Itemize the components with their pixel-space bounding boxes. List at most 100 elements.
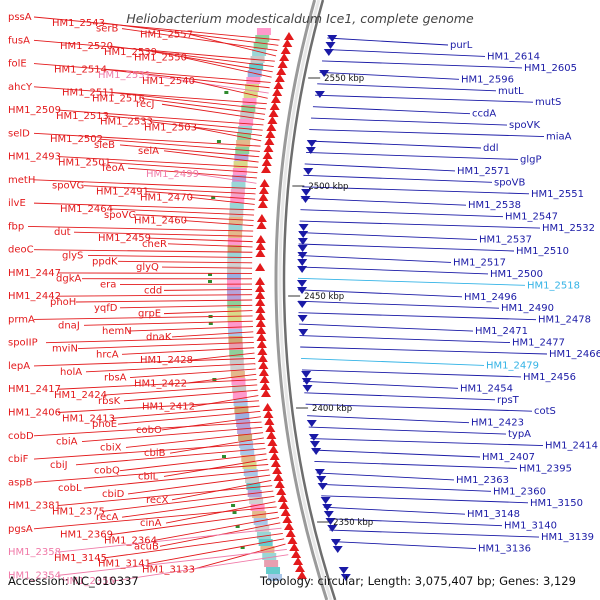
gene-label[interactable]: HM1_2510: [516, 246, 569, 257]
gene-label[interactable]: HM1_2424: [54, 390, 107, 401]
gene-label[interactable]: HM1_2417: [8, 384, 61, 395]
gene-label[interactable]: HM1_2490: [501, 303, 554, 314]
gene-label[interactable]: HM1_2596: [461, 74, 514, 85]
gene-label[interactable]: HM1_2518: [527, 280, 580, 291]
gene-label[interactable]: hrcA: [96, 349, 119, 360]
gene-label[interactable]: HM1_2423: [471, 418, 524, 429]
gene-label[interactable]: cheR: [142, 239, 167, 250]
gene-label[interactable]: rbsK: [98, 396, 121, 407]
gene-label[interactable]: HM1_2381: [8, 501, 61, 512]
gene-label[interactable]: HM1_2540: [142, 76, 195, 87]
gene-label[interactable]: HM1_3141: [98, 559, 151, 570]
gene-label[interactable]: HM1_2503: [144, 123, 197, 134]
gene-label[interactable]: HM1_2547: [505, 212, 558, 223]
gene-label[interactable]: mutL: [498, 86, 524, 97]
gene-label[interactable]: fusA: [8, 35, 30, 46]
gene-label[interactable]: HM1_2407: [482, 452, 535, 463]
gene-label[interactable]: ilvE: [8, 198, 26, 209]
gene-label[interactable]: typA: [508, 429, 531, 440]
gene-label[interactable]: HM1_2543: [52, 18, 105, 29]
gene-label[interactable]: folE: [8, 59, 27, 70]
gene-label[interactable]: HM1_2502: [50, 134, 103, 145]
gene-label[interactable]: metH: [8, 175, 35, 186]
gene-label[interactable]: deoC: [8, 245, 34, 256]
gene-label[interactable]: HM1_2511: [62, 88, 115, 99]
gene-label[interactable]: spoVB: [494, 177, 526, 188]
gene-label[interactable]: mutS: [535, 97, 561, 108]
gene-label[interactable]: cdd: [144, 285, 162, 296]
gene-label[interactable]: purL: [450, 40, 473, 51]
gene-label[interactable]: fbp: [8, 221, 24, 232]
gene-label[interactable]: cbiF: [8, 454, 29, 465]
gene-label[interactable]: HM1_2454: [460, 383, 513, 394]
gene-label[interactable]: dut: [54, 227, 71, 238]
gene-label[interactable]: cbiL: [138, 471, 159, 482]
gene-label[interactable]: HM1_3140: [504, 521, 557, 532]
gene-label[interactable]: HM1_2513: [56, 111, 109, 122]
gene-label[interactable]: sleB: [94, 140, 115, 151]
gene-label[interactable]: cbiD: [102, 489, 125, 500]
gene-label[interactable]: HM1_2369: [60, 530, 113, 541]
gene-label[interactable]: glyQ: [136, 262, 159, 273]
gene-label[interactable]: HM1_3133: [142, 565, 195, 576]
gene-label[interactable]: HM1_2533: [100, 117, 153, 128]
gene-label[interactable]: dnaK: [146, 332, 172, 343]
gene-label[interactable]: cobL: [58, 483, 82, 494]
gene-label[interactable]: spoVK: [509, 120, 541, 131]
gene-label[interactable]: cbiB: [144, 448, 166, 459]
gene-label[interactable]: HM1_2355: [62, 576, 115, 587]
gene-label[interactable]: spoVG: [52, 181, 84, 192]
gene-label[interactable]: HM1_2539: [104, 47, 157, 58]
gene-label[interactable]: holA: [60, 367, 82, 378]
gene-label[interactable]: ppdK: [92, 256, 118, 267]
gene-label[interactable]: phoH: [50, 297, 76, 308]
gene-label[interactable]: HM1_3139: [541, 532, 594, 543]
gene-label[interactable]: HM1_2538: [468, 200, 521, 211]
gene-label[interactable]: HM1_2456: [523, 372, 576, 383]
gene-label[interactable]: HM1_2614: [487, 51, 540, 62]
gene-label[interactable]: HM1_2360: [493, 486, 546, 497]
gene-label[interactable]: ddl: [483, 143, 498, 154]
gene-label[interactable]: HM1_2422: [134, 378, 187, 389]
gene-label[interactable]: ccdA: [472, 109, 496, 120]
gene-label[interactable]: selA: [138, 146, 159, 157]
gene-label[interactable]: HM1_2464: [60, 204, 113, 215]
gene-label[interactable]: HM1_2477: [512, 338, 565, 349]
gene-label[interactable]: mviN: [52, 344, 78, 355]
gene-label[interactable]: hemN: [102, 326, 132, 337]
gene-label[interactable]: HM1_2466: [549, 349, 600, 360]
gene-label[interactable]: HM1_2517: [453, 257, 506, 268]
gene-label[interactable]: HM1_2459: [98, 233, 151, 244]
gene-label[interactable]: cotS: [534, 406, 556, 417]
gene-label[interactable]: HM1_2471: [475, 326, 528, 337]
gene-label[interactable]: HM1_2532: [542, 223, 595, 234]
gene-label[interactable]: HM1_3148: [467, 509, 520, 520]
gene-label[interactable]: feoA: [102, 163, 125, 174]
gene-label[interactable]: recJ: [136, 99, 155, 110]
gene-label[interactable]: phoE: [92, 419, 117, 430]
gene-label[interactable]: HM1_2442: [8, 291, 61, 302]
gene-label[interactable]: HM1_2363: [456, 475, 509, 486]
gene-label[interactable]: grpE: [138, 309, 161, 320]
gene-label[interactable]: HM1_2358: [8, 547, 61, 558]
gene-label[interactable]: HM1_2354: [8, 570, 61, 581]
gene-label[interactable]: pssA: [8, 12, 32, 23]
gene-label[interactable]: HM1_2428: [140, 355, 193, 366]
gene-label[interactable]: spoVG: [104, 210, 136, 221]
gene-label[interactable]: miaA: [546, 132, 572, 143]
gene-label[interactable]: HM1_3150: [530, 498, 583, 509]
gene-label[interactable]: HM1_2447: [8, 268, 61, 279]
gene-label[interactable]: HM1_2520: [60, 41, 113, 52]
gene-label[interactable]: recX: [146, 495, 169, 506]
gene-label[interactable]: HM1_2413: [62, 413, 115, 424]
gene-label[interactable]: HM1_2550: [134, 53, 187, 64]
gene-label[interactable]: cobD: [8, 431, 34, 442]
gene-label[interactable]: HM1_2395: [519, 463, 572, 474]
gene-label[interactable]: aspB: [8, 477, 33, 488]
gene-label[interactable]: HM1_2375: [52, 506, 105, 517]
gene-label[interactable]: HM1_2412: [142, 402, 195, 413]
gene-label[interactable]: HM1_2516: [92, 93, 145, 104]
gene-label[interactable]: era: [100, 280, 116, 291]
gene-label[interactable]: HM1_2496: [464, 292, 517, 303]
gene-label[interactable]: rpsT: [497, 395, 520, 406]
